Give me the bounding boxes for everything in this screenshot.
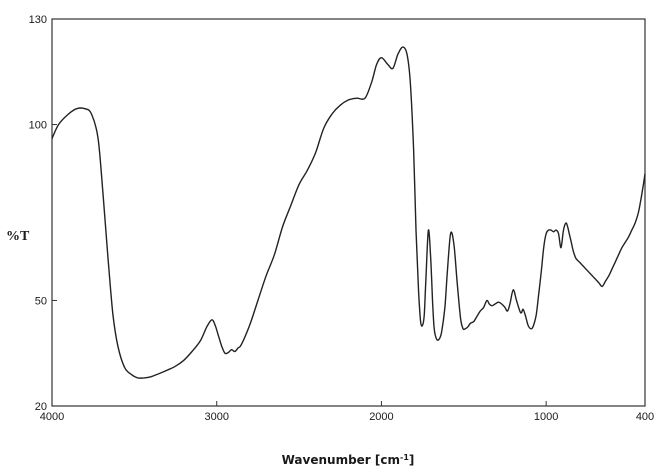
y-tick-label: 50 (35, 295, 47, 307)
x-tick-label: 4000 (40, 411, 64, 423)
x-tick-label: 2000 (369, 411, 393, 423)
x-axis-title-suffix: ] (409, 453, 414, 467)
x-axis-title: Wavenumber [cm-1] (282, 453, 415, 467)
y-axis: 130 100 50 20 (29, 14, 57, 413)
x-tick-label: 1000 (534, 411, 558, 423)
y-axis-title: %T (6, 229, 30, 244)
x-tick-label: 3000 (204, 411, 228, 423)
y-tick-label: 130 (29, 14, 47, 26)
x-axis-title-main: Wavenumber [cm (282, 453, 400, 467)
x-tick-label: 400 (636, 411, 654, 423)
spectrum-line (51, 46, 646, 379)
y-tick-label: 100 (29, 120, 47, 132)
x-axis: 4000 3000 2000 1000 400 (40, 401, 654, 423)
y-tick-label: 20 (35, 401, 47, 413)
plot-frame (51, 18, 646, 407)
x-axis-title-exponent: -1 (400, 453, 409, 462)
